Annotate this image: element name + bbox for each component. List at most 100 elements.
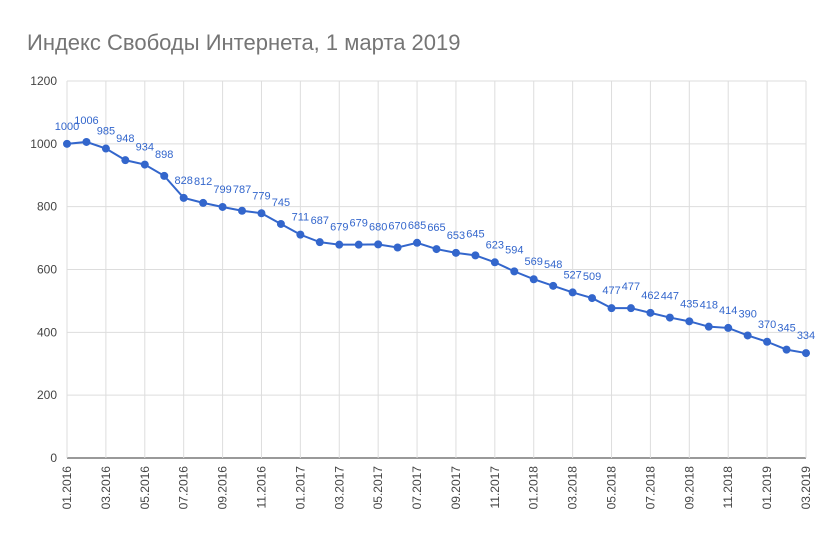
x-tick-label: 05.2016 [138,466,152,510]
data-label: 985 [97,126,115,138]
data-label: 779 [252,190,270,202]
x-tick-label: 09.2017 [449,466,463,510]
data-point [160,171,169,180]
data-point [354,240,363,249]
data-point [665,313,674,322]
data-label: 653 [447,230,465,242]
data-label: 370 [758,319,776,331]
data-point [626,304,635,313]
data-label: 390 [738,308,756,320]
x-tick-label: 09.2018 [682,466,696,510]
data-label: 435 [680,298,698,310]
data-point [432,245,441,254]
x-tick-label: 03.2017 [332,466,346,510]
y-tick-label: 200 [37,388,57,402]
x-tick-label: 05.2017 [371,466,385,510]
data-label: 477 [622,281,640,293]
data-point [140,160,149,169]
data-point [646,308,655,317]
y-tick-label: 1200 [30,74,57,88]
data-point [471,251,480,260]
x-tick-label: 01.2016 [60,466,74,510]
data-point [568,288,577,297]
data-point [257,209,266,218]
data-point [588,294,597,303]
data-label: 548 [544,259,562,271]
chart-title: Индекс Свободы Интернета, 1 марта 2019 [27,30,460,55]
data-label: 594 [505,244,523,256]
data-label: 345 [777,323,795,335]
x-tick-label: 07.2016 [177,466,191,510]
data-label: 685 [408,220,426,232]
data-label: 898 [155,149,173,161]
data-point [82,137,91,146]
data-label: 934 [136,142,154,154]
data-label: 447 [661,291,679,303]
data-label: 334 [797,330,815,342]
data-point [413,238,422,247]
y-tick-label: 1000 [30,137,57,151]
data-point [490,258,499,267]
data-label: 745 [272,197,290,209]
data-point [296,230,305,239]
x-tick-label: 01.2017 [293,466,307,510]
x-tick-label: 11.2018 [721,466,735,509]
y-tick-label: 0 [50,451,57,465]
data-point [704,322,713,331]
data-point [393,243,402,252]
data-point [685,317,694,326]
data-point [451,248,460,257]
data-point [101,144,110,153]
x-tick-label: 07.2018 [643,466,657,510]
y-tick-label: 600 [37,263,57,277]
data-label: 665 [427,222,445,234]
data-point [63,139,71,148]
data-label: 1000 [55,121,79,133]
data-point [276,219,285,228]
x-tick-label: 11.2016 [254,466,268,509]
data-point [335,240,344,249]
data-label: 645 [466,228,484,240]
data-label: 527 [563,269,581,281]
data-label: 679 [350,218,368,230]
data-label: 711 [292,212,310,224]
data-point [802,349,810,358]
x-tick-label: 03.2018 [566,466,580,510]
data-point [743,331,752,340]
data-label: 787 [233,184,251,196]
data-label: 948 [116,133,134,145]
data-point [782,345,791,354]
data-label: 509 [583,271,601,283]
data-point [529,275,538,284]
data-label: 812 [194,176,212,188]
data-label: 799 [213,184,231,196]
data-point [179,193,188,202]
data-point [510,267,519,276]
data-point [724,323,733,332]
data-label: 623 [486,239,504,251]
x-tick-label: 09.2016 [216,466,230,510]
data-point [763,337,772,346]
data-label: 687 [311,215,329,227]
x-tick-label: 01.2018 [527,466,541,510]
data-label: 569 [525,256,543,268]
data-label: 670 [388,221,406,233]
data-label: 414 [719,305,737,317]
data-point [549,281,558,290]
x-tick-label: 05.2018 [605,466,619,510]
y-tick-label: 800 [37,200,57,214]
data-point [315,238,324,247]
data-point [218,202,227,211]
data-label: 828 [175,175,193,187]
data-label: 680 [369,221,387,233]
data-label: 1006 [74,115,98,127]
x-tick-label: 03.2016 [99,466,113,510]
data-label: 462 [641,290,659,302]
data-point [121,156,130,165]
data-label: 418 [700,300,718,312]
x-tick-label: 03.2019 [799,466,813,510]
data-point [607,304,616,313]
data-point [238,206,247,215]
x-tick-label: 07.2017 [410,466,424,510]
